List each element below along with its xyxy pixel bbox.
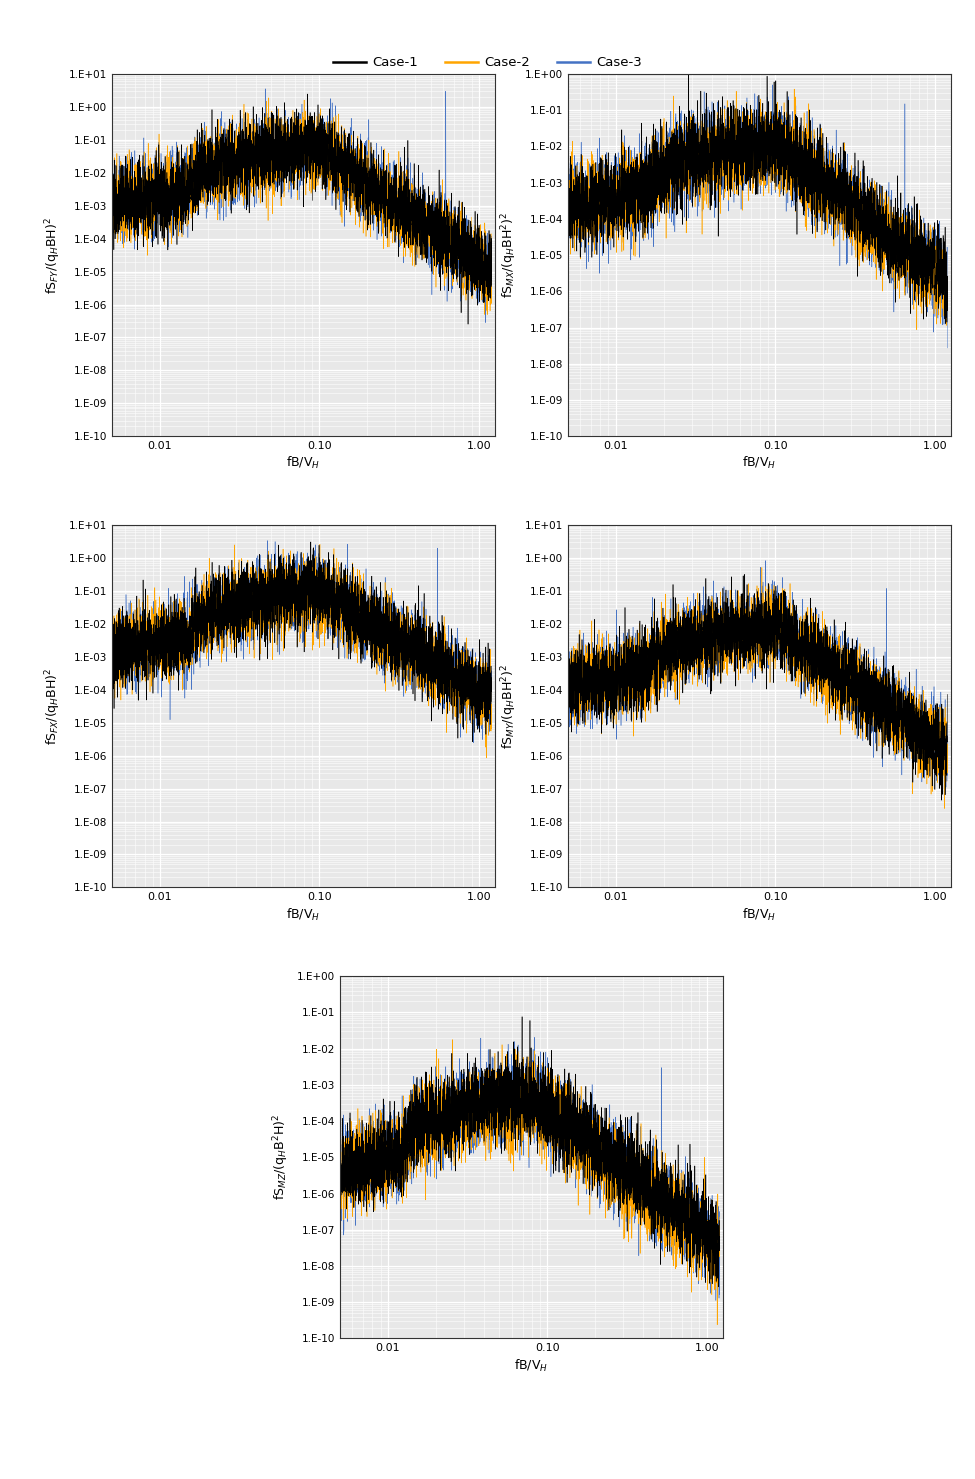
Line: Case-3: Case-3 [112, 89, 491, 322]
X-axis label: fB/V$_{H}$: fB/V$_{H}$ [287, 907, 321, 923]
Case-3 [269, 160, 281, 177]
Case-2 [287, 121, 298, 139]
Case-1 [265, 142, 277, 160]
Case-1 [268, 164, 280, 182]
Line: Case-2: Case-2 [112, 98, 491, 315]
Case-1 [301, 86, 313, 104]
Case-3 [474, 248, 486, 266]
Case-3 [287, 139, 298, 157]
X-axis label: fB/V$_{H}$: fB/V$_{H}$ [742, 907, 776, 923]
Case-1 [486, 278, 497, 296]
Y-axis label: fS$_{MX}$/(q$_{H}$BH$^{2}$)$^{2}$: fS$_{MX}$/(q$_{H}$BH$^{2}$)$^{2}$ [500, 211, 520, 299]
Case-1 [474, 229, 486, 247]
Y-axis label: fS$_{MZ}$/(q$_{H}$B$^{2}$H)$^{2}$: fS$_{MZ}$/(q$_{H}$B$^{2}$H)$^{2}$ [272, 1114, 292, 1201]
Case-2 [106, 214, 118, 232]
Case-1 [287, 142, 298, 160]
Case-1 [382, 191, 394, 209]
Line: Case-1: Case-1 [112, 95, 491, 324]
Case-2 [269, 166, 281, 183]
Legend: Case-1, Case-2, Case-3: Case-1, Case-2, Case-3 [328, 50, 647, 74]
Case-3 [382, 185, 394, 203]
Case-1 [455, 266, 467, 284]
X-axis label: fB/V$_{H}$: fB/V$_{H}$ [287, 456, 321, 472]
Case-2 [455, 253, 467, 271]
Case-2 [482, 306, 493, 324]
Case-2 [382, 194, 394, 211]
Case-3 [265, 146, 277, 164]
Case-3 [486, 244, 497, 262]
Case-3 [455, 257, 467, 275]
Case-3 [259, 80, 271, 98]
Case-2 [474, 257, 486, 275]
Case-1 [462, 315, 474, 333]
Y-axis label: fS$_{FY}$/(q$_{H}$BH)$^{2}$: fS$_{FY}$/(q$_{H}$BH)$^{2}$ [44, 217, 63, 293]
X-axis label: fB/V$_{H}$: fB/V$_{H}$ [742, 456, 776, 472]
Case-3 [106, 157, 118, 175]
X-axis label: fB/V$_{H}$: fB/V$_{H}$ [514, 1358, 549, 1374]
Case-1 [106, 161, 118, 179]
Case-3 [480, 314, 491, 331]
Case-2 [263, 89, 275, 106]
Case-2 [486, 294, 497, 312]
Y-axis label: fS$_{FX}$/(q$_{H}$BH)$^{2}$: fS$_{FX}$/(q$_{H}$BH)$^{2}$ [44, 667, 63, 745]
Y-axis label: fS$_{MY}$/(q$_{H}$BH$^{2}$)$^{2}$: fS$_{MY}$/(q$_{H}$BH$^{2}$)$^{2}$ [499, 664, 520, 748]
Case-2 [265, 112, 277, 130]
